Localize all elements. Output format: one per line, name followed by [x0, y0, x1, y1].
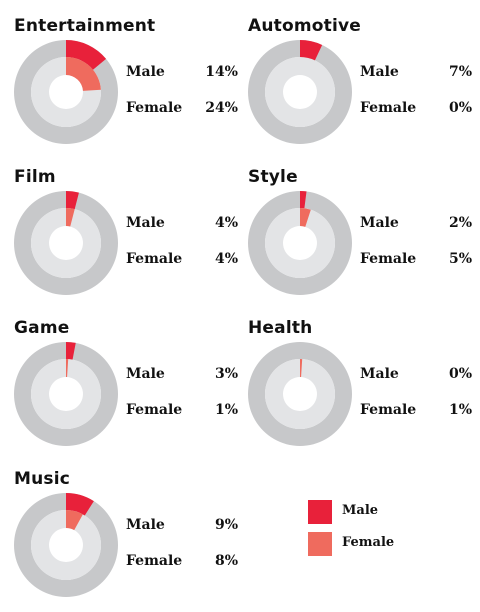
donut-outer-track [14, 493, 118, 597]
donut-outer-track [14, 191, 118, 295]
donut-inner-track [264, 208, 335, 278]
male-value: 3% [214, 366, 238, 382]
female-value: 5% [448, 251, 472, 267]
panel-title-style: Style [248, 167, 298, 187]
donut-female-arc [66, 57, 101, 91]
panel-title-film: Film [14, 167, 56, 187]
panel-game: Game Male 3% Female 1% [14, 318, 246, 458]
panel-title-health: Health [248, 318, 313, 338]
donut-male-arc [66, 191, 79, 210]
panel-music: Music Male 9% Female 8% [14, 469, 246, 609]
donut-male-arc [66, 493, 94, 516]
donut-inner-track [30, 510, 101, 580]
panel-automotive: Automotive Male 7% Female 0% [248, 16, 480, 156]
male-label: Male [126, 64, 165, 80]
panel-title-music: Music [14, 469, 71, 489]
donut-male-arc [300, 40, 323, 61]
donut-female-arc [300, 359, 303, 378]
donut-inner-track [30, 208, 101, 278]
legend-swatch-male [308, 500, 332, 524]
male-label: Male [126, 366, 165, 382]
legend-label-male: Male [342, 503, 379, 518]
female-value: 0% [448, 100, 472, 116]
female-value: 24% [205, 100, 238, 116]
panel-film: Film Male 4% Female 4% [14, 167, 246, 307]
female-value: 1% [214, 402, 238, 418]
female-label: Female [126, 251, 183, 267]
male-value: 14% [205, 64, 238, 80]
donut-male-arc [66, 40, 107, 70]
donut-outer-track [248, 342, 352, 446]
donut-female-arc [66, 208, 75, 227]
donut-music [14, 493, 118, 597]
donut-outer-track [14, 342, 118, 446]
female-value: 1% [448, 402, 472, 418]
female-label: Female [126, 402, 183, 418]
donut-inner-track [264, 359, 335, 429]
male-value: 4% [214, 215, 238, 231]
female-value: 8% [214, 553, 238, 569]
male-label: Male [360, 215, 399, 231]
panel-health: Health Male 0% Female 1% [248, 318, 480, 458]
donut-female-arc [66, 510, 83, 531]
male-label: Male [360, 64, 399, 80]
legend-label-female: Female [342, 535, 395, 550]
legend-item-female: Female [308, 532, 448, 558]
panel-style: Style Male 2% Female 5% [248, 167, 480, 307]
male-value: 9% [214, 517, 238, 533]
donut-inner-track [30, 359, 101, 429]
legend-item-male: Male [308, 500, 448, 526]
donut-game [14, 342, 118, 446]
legend-swatch-female [308, 532, 332, 556]
male-label: Male [360, 366, 399, 382]
donut-film [14, 191, 118, 295]
male-value: 2% [448, 215, 472, 231]
female-label: Female [126, 553, 183, 569]
panel-title-automotive: Automotive [248, 16, 362, 36]
female-label: Female [360, 402, 417, 418]
male-value: 0% [448, 366, 472, 382]
male-value: 7% [448, 64, 472, 80]
donut-male-arc [300, 191, 307, 209]
donut-entertainment [14, 40, 118, 144]
male-label: Male [126, 517, 165, 533]
donut-automotive [248, 40, 352, 144]
donut-health [248, 342, 352, 446]
donut-inner-track [264, 57, 335, 127]
donut-outer-track [248, 40, 352, 144]
donut-outer-track [248, 191, 352, 295]
donut-female-arc [66, 359, 69, 378]
donut-style [248, 191, 352, 295]
female-value: 4% [214, 251, 238, 267]
female-label: Female [360, 100, 417, 116]
donut-female-arc [300, 208, 311, 227]
female-label: Female [126, 100, 183, 116]
panel-title-game: Game [14, 318, 70, 338]
panel-title-entertainment: Entertainment [14, 16, 156, 36]
female-label: Female [360, 251, 417, 267]
panel-entertainment: Entertainment Male 14% Female 24% [14, 16, 246, 156]
male-label: Male [126, 215, 165, 231]
donut-male-arc [66, 342, 76, 360]
